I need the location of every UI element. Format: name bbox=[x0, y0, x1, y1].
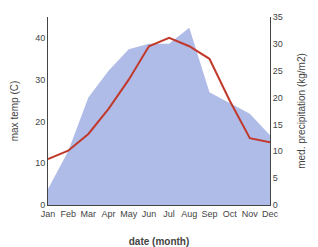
svg-text:May: May bbox=[120, 209, 138, 219]
svg-text:Oct: Oct bbox=[223, 209, 238, 219]
svg-text:max temp (C): max temp (C) bbox=[9, 81, 20, 142]
svg-text:0: 0 bbox=[273, 200, 278, 210]
svg-text:Feb: Feb bbox=[60, 209, 76, 219]
svg-text:Dec: Dec bbox=[262, 209, 279, 219]
svg-text:10: 10 bbox=[273, 146, 283, 156]
svg-text:20: 20 bbox=[35, 117, 45, 127]
svg-text:Jun: Jun bbox=[142, 209, 157, 219]
svg-text:5: 5 bbox=[273, 173, 278, 183]
svg-text:Apr: Apr bbox=[102, 209, 116, 219]
svg-text:20: 20 bbox=[273, 93, 283, 103]
svg-text:30: 30 bbox=[273, 39, 283, 49]
svg-text:Nov: Nov bbox=[242, 209, 259, 219]
svg-text:0: 0 bbox=[40, 200, 45, 210]
svg-text:35: 35 bbox=[273, 12, 283, 22]
svg-text:40: 40 bbox=[35, 33, 45, 43]
svg-text:15: 15 bbox=[273, 120, 283, 130]
svg-text:date (month): date (month) bbox=[129, 236, 190, 247]
svg-text:Sep: Sep bbox=[201, 209, 217, 219]
svg-text:Mar: Mar bbox=[81, 209, 97, 219]
svg-text:10: 10 bbox=[35, 158, 45, 168]
svg-text:25: 25 bbox=[273, 66, 283, 76]
svg-text:Aug: Aug bbox=[181, 209, 197, 219]
svg-text:Jul: Jul bbox=[163, 209, 175, 219]
svg-text:med. precipitation (kg/m2): med. precipitation (kg/m2) bbox=[296, 53, 307, 169]
svg-text:30: 30 bbox=[35, 75, 45, 85]
svg-text:Jan: Jan bbox=[41, 209, 56, 219]
